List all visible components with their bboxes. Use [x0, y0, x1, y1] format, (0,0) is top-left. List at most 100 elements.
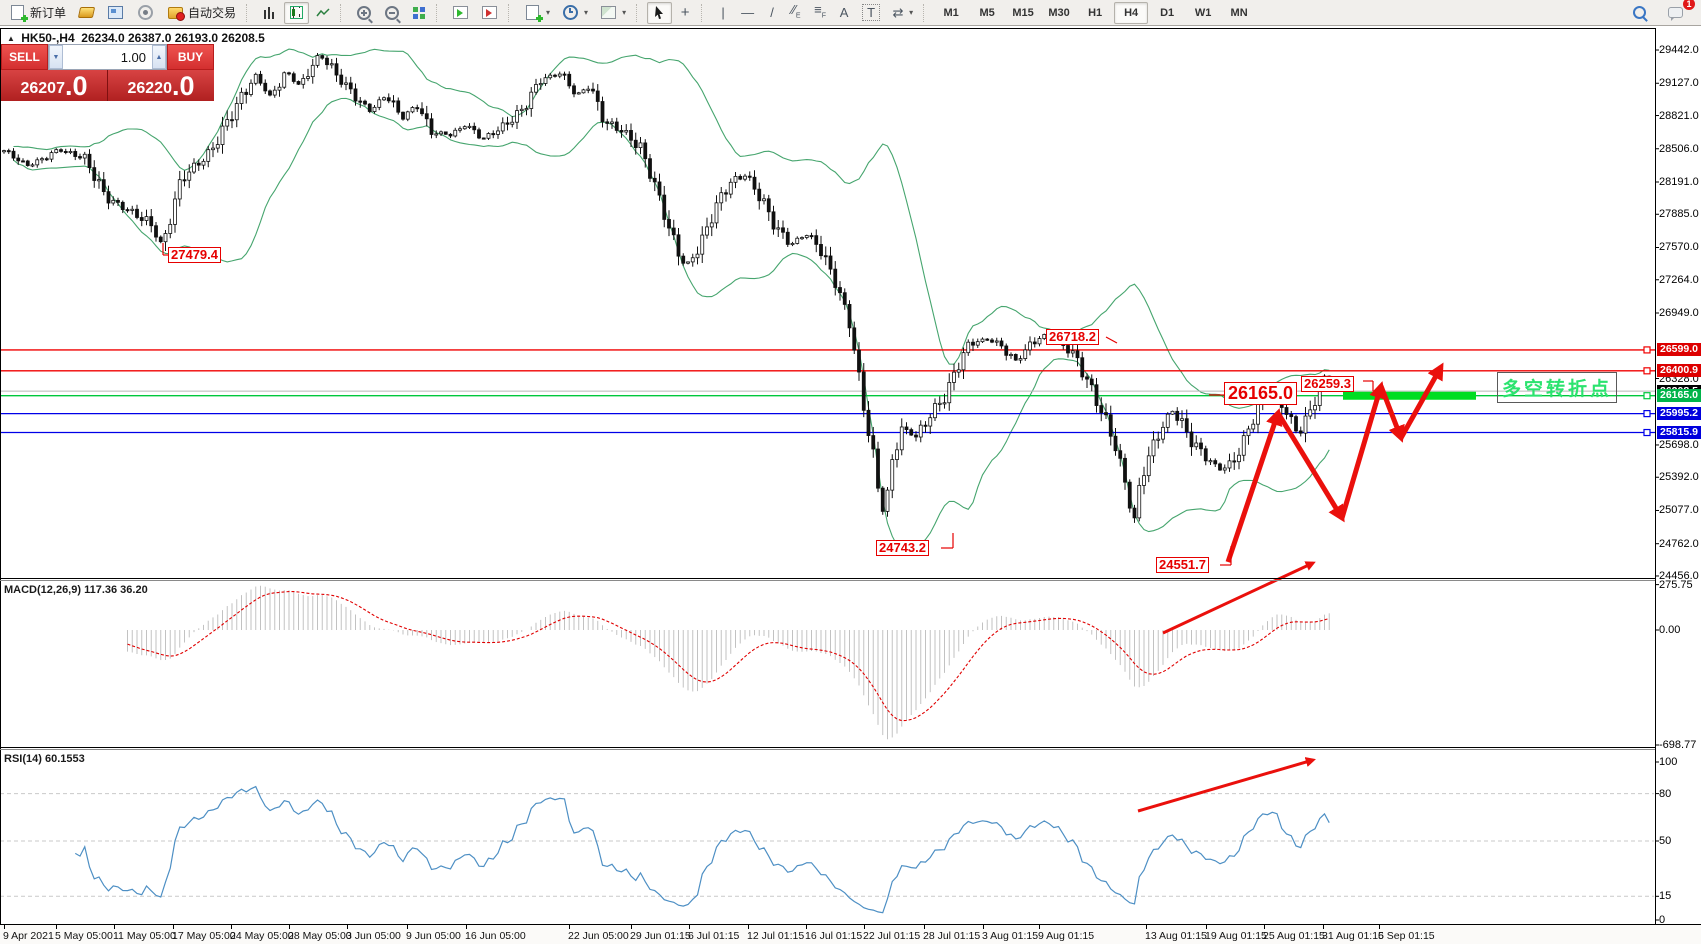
label-icon: T — [862, 4, 881, 21]
volume-control: ▼ ▲ — [48, 44, 167, 70]
timeframe-mn[interactable]: MN — [1230, 6, 1248, 19]
timeframe-d1[interactable]: D1 — [1160, 6, 1175, 19]
time-axis-tick — [689, 925, 690, 929]
periods-button[interactable]: ▾ — [557, 2, 593, 24]
zoom-out-icon — [385, 5, 402, 23]
sell-price-main: 26207 — [20, 80, 65, 97]
new-order-label: 新订单 — [30, 6, 67, 20]
timeframe-h1[interactable]: H1 — [1088, 6, 1103, 19]
time-axis-label: 19 Aug 01:15 — [1205, 930, 1267, 942]
time-axis-label: 31 Aug 01:15 — [1322, 930, 1384, 942]
toolbar-separator — [246, 3, 252, 22]
time-axis-tick — [569, 925, 570, 929]
time-axis-label: 16 Jul 01:15 — [805, 930, 863, 942]
time-axis-label: 5 May 05:00 — [55, 930, 113, 942]
vline-tool-button[interactable]: | — [712, 2, 734, 24]
time-axis-label: 16 Jun 05:00 — [465, 930, 526, 942]
time-axis-tick — [407, 925, 408, 929]
new-order-button[interactable]: 新订单 — [4, 2, 71, 24]
volume-decrease-button[interactable]: ▼ — [49, 45, 63, 69]
text-icon: A — [839, 5, 849, 20]
autotrading-label: 自动交易 — [188, 6, 237, 20]
axis-tick-marks — [1655, 49, 1659, 921]
timeframe-m30[interactable]: M30 — [1048, 6, 1070, 19]
label-tool-button[interactable]: T — [857, 2, 885, 24]
bollinger-bands — [13, 48, 1330, 552]
timeframe-h4[interactable]: H4 — [1114, 1, 1149, 24]
fibonacci-tool-button[interactable]: ≡F — [809, 2, 831, 24]
toolbar-right: 1 — [1627, 0, 1697, 24]
sell-price[interactable]: 26207.0 — [1, 70, 108, 101]
cursor-tool-button[interactable] — [647, 1, 673, 24]
candlestick-button[interactable] — [284, 1, 310, 24]
time-axis-tick — [864, 925, 865, 929]
time-axis-label: 17 May 05:00 — [172, 930, 236, 942]
channel-tool-button[interactable]: ∕∕E — [785, 2, 807, 24]
zoom-out-button[interactable] — [379, 2, 405, 24]
signal-icon — [138, 5, 154, 20]
autotrading-button[interactable]: 自动交易 — [162, 2, 241, 24]
time-axis-label: 29 Jun 01:15 — [630, 930, 691, 942]
arrows-tool-button[interactable]: ⇄ ▾ — [887, 2, 918, 24]
time-axis-tick — [631, 925, 632, 929]
toolbar-separator — [701, 3, 707, 22]
volume-increase-button[interactable]: ▲ — [152, 45, 166, 69]
trendline-icon: / — [770, 5, 774, 20]
auto-scroll-icon — [453, 6, 469, 19]
arrows-icon: ⇄ — [892, 5, 904, 20]
timeframe-m1[interactable]: M1 — [943, 6, 959, 19]
toolbar-separator — [636, 3, 642, 22]
time-axis[interactable]: 9 Apr 2021 5 May 05:00 11 May 05:00 17 May … — [0, 925, 1701, 944]
sell-button[interactable]: SELL — [1, 44, 48, 70]
candlestick-icon — [290, 6, 304, 19]
time-axis-tick — [1323, 925, 1324, 929]
text-tool-button[interactable]: A — [833, 2, 855, 24]
time-axis-label: 11 May 05:00 — [113, 930, 176, 942]
buy-button[interactable]: BUY — [167, 44, 214, 70]
new-chart-button[interactable]: ▾ — [519, 2, 555, 24]
clock-icon — [563, 5, 579, 20]
time-axis-tick — [466, 925, 467, 929]
line-chart-button[interactable] — [311, 2, 335, 24]
channel-icon: ∕∕E — [791, 1, 801, 20]
time-axis-label: 28 Jul 01:15 — [923, 930, 981, 942]
time-axis-tick — [289, 925, 290, 929]
signals-button[interactable] — [131, 2, 160, 24]
notifications-button[interactable]: 1 — [1662, 0, 1695, 24]
bar-chart-button[interactable] — [257, 2, 282, 24]
time-axis-tick — [1264, 925, 1265, 929]
candlesticks — [2, 52, 1332, 523]
terminal-button[interactable] — [102, 2, 129, 24]
main-toolbar: 新订单 自动交易 ▾ ▾ ▾ + | — / ∕∕E — [0, 0, 1701, 26]
horizontal-line-icon: — — [741, 5, 755, 20]
search-button[interactable] — [1627, 2, 1652, 24]
timeframe-w1[interactable]: W1 — [1194, 6, 1212, 19]
timeframe-group: M1 M5 M15 M30 H1 H4 D1 W1 MN — [934, 1, 1256, 24]
toolbar-separator — [508, 3, 514, 22]
crosshair-tool-button[interactable]: + — [674, 2, 696, 24]
toolbar-separator — [436, 3, 442, 22]
zoom-in-button[interactable] — [351, 2, 377, 24]
trendline-tool-button[interactable]: / — [761, 2, 783, 24]
tile-windows-button[interactable] — [407, 2, 431, 24]
time-axis-label: 6 Sep 01:15 — [1378, 930, 1435, 942]
fibonacci-icon: ≡F — [814, 1, 827, 20]
hline-tool-button[interactable]: — — [736, 2, 759, 24]
time-axis-tick — [1039, 925, 1040, 929]
timeframe-m5[interactable]: M5 — [979, 6, 995, 19]
toolbar-separator — [340, 3, 346, 22]
horizontal-level-lines[interactable] — [0, 346, 1655, 437]
buy-price[interactable]: 26220.0 — [108, 70, 214, 101]
cursor-icon — [652, 5, 667, 20]
macd-indicator — [127, 585, 1330, 740]
tile-windows-icon — [413, 6, 426, 19]
chevron-down-icon: ▾ — [909, 8, 914, 17]
volume-input[interactable] — [63, 45, 152, 69]
auto-scroll-button[interactable] — [447, 2, 474, 24]
time-axis-label: 9 Jun 05:00 — [406, 930, 461, 942]
chart-shift-button[interactable] — [476, 2, 503, 24]
market-watch-button[interactable] — [73, 2, 100, 24]
templates-button[interactable]: ▾ — [595, 2, 631, 24]
timeframe-m15[interactable]: M15 — [1012, 6, 1034, 19]
